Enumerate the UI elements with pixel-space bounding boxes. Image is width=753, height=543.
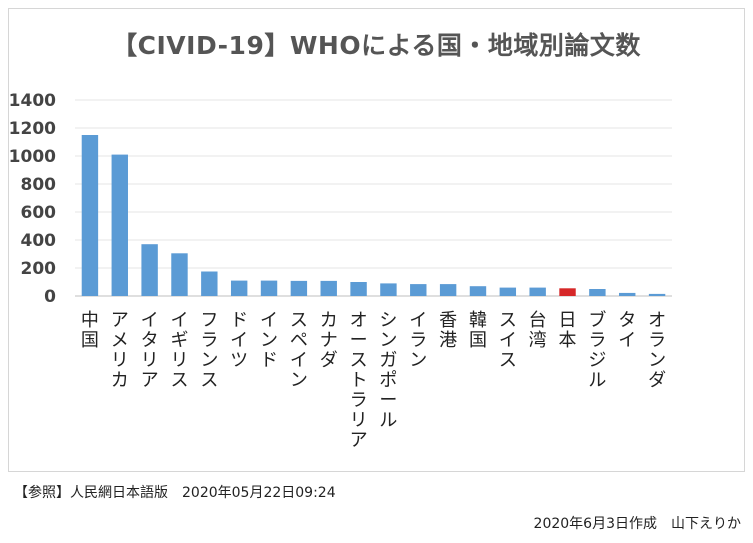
bar <box>141 244 158 296</box>
x-tick-label: 日本 <box>559 310 577 351</box>
y-tick-label: 1000 <box>9 147 56 167</box>
bar <box>469 286 487 296</box>
x-tick-label: 台湾 <box>529 310 547 351</box>
x-tick-label: イギリス <box>170 310 188 391</box>
bar <box>410 284 427 296</box>
author-credit: 2020年6月3日作成 山下えりか <box>533 516 741 532</box>
bar <box>81 135 99 296</box>
bar <box>201 271 218 296</box>
y-tick-label: 600 <box>21 203 57 223</box>
bar <box>260 280 278 296</box>
bar <box>320 280 337 296</box>
chart-title: 【CIVID-19】WHOによる国・地域別論文数 <box>112 31 641 60</box>
x-tick-label: 中国 <box>81 310 99 351</box>
x-tick-label: イタリア <box>141 310 159 391</box>
x-tick-label: シンガポール <box>379 310 397 431</box>
bar <box>619 292 636 296</box>
bar <box>171 253 188 296</box>
x-tick-label: フランス <box>200 310 218 391</box>
y-tick-label: 1400 <box>9 91 56 111</box>
y-tick-label: 200 <box>21 259 57 279</box>
bar <box>589 289 606 296</box>
x-tick-label: スイス <box>499 310 517 371</box>
y-tick-label: 1200 <box>9 119 56 139</box>
bar <box>380 283 397 296</box>
y-tick-label: 800 <box>21 175 57 195</box>
bar <box>111 154 128 296</box>
reference-note: 【参照】人民網日本語版 2020年05月22日09:24 <box>14 485 336 501</box>
x-tick-label: 香港 <box>439 310 457 351</box>
bar <box>350 282 367 296</box>
x-tick-label: カナダ <box>320 310 338 371</box>
bar <box>499 287 517 296</box>
x-tick-label: 韓国 <box>469 310 487 351</box>
x-tick-label: オーストラリア <box>350 310 368 451</box>
x-tick-label: イラン <box>409 310 427 371</box>
bar <box>290 280 308 296</box>
x-tick-label: ドイツ <box>230 310 248 371</box>
y-tick-label: 0 <box>44 287 56 307</box>
bar <box>559 288 576 296</box>
x-tick-label: スペイン <box>290 310 308 391</box>
bar <box>529 287 546 296</box>
bar <box>648 293 666 296</box>
bar <box>230 280 248 296</box>
x-tick-label: ブラジル <box>588 309 606 391</box>
bar <box>439 284 457 296</box>
x-tick-label: アメリカ <box>111 310 129 391</box>
x-tick-label: オランダ <box>648 310 666 391</box>
x-tick-label: タイ <box>618 310 636 351</box>
x-tick-label: インド <box>260 310 278 371</box>
y-tick-label: 400 <box>21 231 57 251</box>
